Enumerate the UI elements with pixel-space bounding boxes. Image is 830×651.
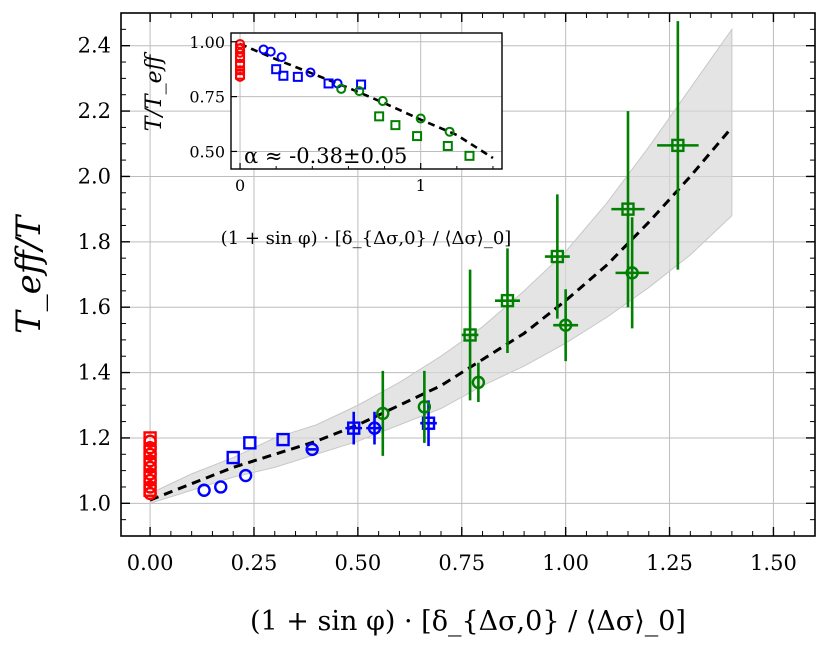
main-fit-line xyxy=(149,126,734,502)
main-y-tick-label: 2.4 xyxy=(78,34,111,58)
inset-data-point xyxy=(412,131,423,142)
inset-y-tick-label: 0.75 xyxy=(189,88,225,107)
main-data-point xyxy=(143,444,157,458)
main-series-red-squares xyxy=(143,431,157,497)
main-data-point xyxy=(550,249,565,264)
main-fit-curve xyxy=(149,126,734,502)
main-data-point xyxy=(671,138,685,153)
main-x-tick-label: 1.50 xyxy=(750,551,797,575)
main-data-point xyxy=(214,480,228,494)
inset-data-point xyxy=(442,140,453,151)
inset-fit-line xyxy=(239,42,494,160)
main-y-tick-label: 2.2 xyxy=(78,99,111,123)
inset-data-point xyxy=(265,46,276,57)
inset-plot-area xyxy=(231,33,502,169)
inset-data-point xyxy=(278,70,289,81)
main-y-tick-label: 1.8 xyxy=(78,230,111,254)
main-data-point xyxy=(500,293,515,308)
main-data-point xyxy=(347,421,361,435)
inset-data-point xyxy=(323,78,334,89)
main-x-tick-label: 1.25 xyxy=(646,551,693,575)
main-data-points xyxy=(143,21,699,501)
inset-data-point xyxy=(377,96,388,106)
inset-data-point xyxy=(464,150,475,161)
main-data-point xyxy=(143,457,157,471)
main-data-point xyxy=(463,328,477,342)
inset-data-points xyxy=(235,38,475,161)
inset-data-point xyxy=(271,64,282,75)
main-data-point xyxy=(417,400,432,414)
main-x-tick-label: 0.00 xyxy=(127,551,174,575)
inset-plot-frame xyxy=(230,32,503,170)
main-data-point xyxy=(143,483,157,497)
main-plot-frame xyxy=(120,12,816,537)
inset-data-point xyxy=(235,43,246,54)
main-data-point xyxy=(421,416,436,430)
main-y-tick-label: 1.6 xyxy=(78,295,111,319)
main-data-point xyxy=(558,318,573,332)
main-data-point xyxy=(143,431,157,445)
main-y-tick-label: 1.4 xyxy=(78,361,111,385)
main-x-tick-label: 1.00 xyxy=(542,551,589,575)
main-y-tick-label: 2.0 xyxy=(78,164,111,188)
inset-series-blue-squares xyxy=(271,64,367,90)
inset-x-tick-label: 0 xyxy=(235,176,245,195)
inset-data-point xyxy=(415,113,426,124)
main-y-axis-label: T_eff/T xyxy=(9,214,49,334)
inset-data-point xyxy=(374,111,385,122)
main-data-point xyxy=(625,266,639,280)
main-data-point xyxy=(238,468,253,483)
inset-data-point xyxy=(336,83,347,94)
main-data-point xyxy=(305,442,319,457)
inset-data-point xyxy=(276,52,287,63)
inset-fit-curve xyxy=(239,42,494,160)
main-series-blue-squares xyxy=(226,400,437,465)
main-data-point xyxy=(243,436,257,450)
main-x-tick-label: 0.50 xyxy=(334,551,381,575)
main-y-tick-label: 1.2 xyxy=(78,426,111,450)
inset-data-point xyxy=(354,86,365,97)
main-data-point xyxy=(367,421,382,435)
inset-y-tick-label: 0.50 xyxy=(189,142,225,161)
main-data-point xyxy=(621,202,635,216)
inset-series-green-circles xyxy=(336,83,455,137)
inset-y-tick-label: 1.00 xyxy=(189,33,225,52)
inset-axis-ticks: 0 1 1.00 0.75 0.50 xyxy=(189,33,494,195)
main-axis-ticks: 0.00 0.25 0.50 0.75 1.00 1.25 1.50 1.0 1.2 1.4 1.6… xyxy=(78,12,815,575)
inset-series-red-squares xyxy=(235,43,246,80)
inset-annotation: α ≈ -0.38±0.05 xyxy=(244,144,407,168)
inset-x-axis-label: (1 + sin φ) · [δ_{Δσ,0} / ⟨Δσ⟩_0] xyxy=(221,228,512,249)
main-x-tick-label: 0.75 xyxy=(438,551,485,575)
main-x-axis-label: (1 + sin φ) · [δ_{Δσ,0} / ⟨Δσ⟩_0] xyxy=(250,606,686,637)
main-data-point xyxy=(471,375,486,390)
inset-y-axis-label: T/T_eff xyxy=(142,51,167,131)
main-y-tick-label: 1.0 xyxy=(78,491,111,515)
main-data-point xyxy=(143,470,157,484)
main-data-point xyxy=(197,483,211,497)
main-data-point xyxy=(276,432,290,447)
inset-series-green-squares xyxy=(374,111,475,161)
inset-data-point xyxy=(390,120,401,131)
main-series-green-squares xyxy=(461,21,699,401)
main-data-point xyxy=(376,406,390,421)
main-x-tick-label: 0.25 xyxy=(231,551,278,575)
inset-data-point xyxy=(444,126,455,137)
main-series-green-circles xyxy=(376,217,649,456)
inset-data-point xyxy=(292,71,303,82)
inset-data-point xyxy=(305,67,316,78)
inset-x-tick-label: 1 xyxy=(416,176,426,195)
inset-data-point xyxy=(356,79,367,90)
main-series-blue-circles xyxy=(197,411,383,497)
main-data-point xyxy=(226,450,240,465)
